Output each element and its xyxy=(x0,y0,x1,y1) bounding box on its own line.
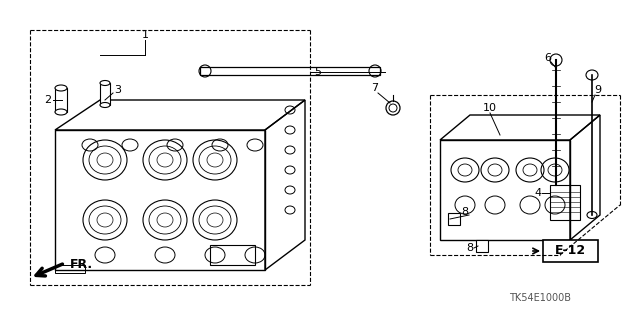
Text: 10: 10 xyxy=(483,103,497,113)
Ellipse shape xyxy=(550,54,562,66)
Text: 9: 9 xyxy=(595,85,602,95)
Bar xyxy=(210,245,255,265)
Ellipse shape xyxy=(100,102,110,108)
Bar xyxy=(100,83,110,105)
Bar xyxy=(200,67,380,75)
Bar xyxy=(448,213,460,225)
Ellipse shape xyxy=(55,109,67,115)
Text: E-12: E-12 xyxy=(554,244,586,257)
Text: TK54E1000B: TK54E1000B xyxy=(509,293,571,303)
Text: 8: 8 xyxy=(467,243,474,253)
Text: 1: 1 xyxy=(141,30,148,40)
Bar xyxy=(550,185,580,220)
Bar xyxy=(543,240,598,262)
Ellipse shape xyxy=(586,70,598,80)
Ellipse shape xyxy=(100,80,110,85)
Ellipse shape xyxy=(587,211,597,219)
Text: 7: 7 xyxy=(371,83,379,93)
Text: 4: 4 xyxy=(534,188,541,198)
Ellipse shape xyxy=(55,85,67,91)
Bar xyxy=(55,88,67,112)
Text: 8: 8 xyxy=(461,207,468,217)
Text: FR.: FR. xyxy=(70,258,93,271)
Text: 6: 6 xyxy=(545,53,552,63)
Text: 5: 5 xyxy=(314,67,321,77)
Bar xyxy=(476,240,488,252)
Bar xyxy=(55,265,85,273)
Text: 3: 3 xyxy=(115,85,122,95)
Text: 2: 2 xyxy=(44,95,52,105)
